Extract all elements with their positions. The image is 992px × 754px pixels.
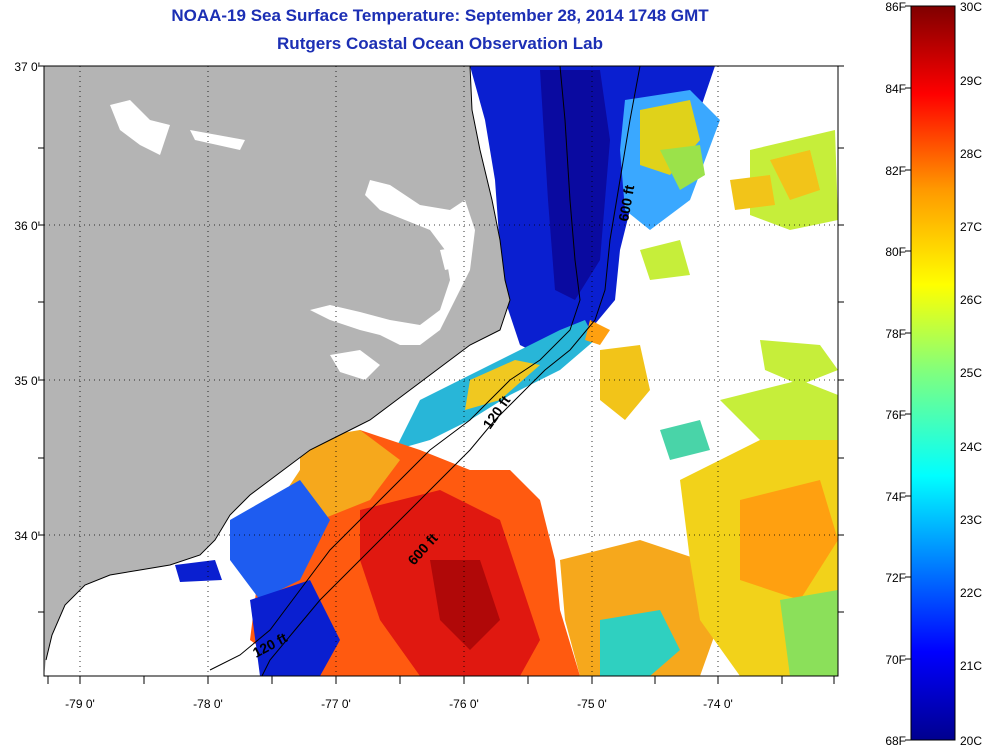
colorbar-f-label: 68F [885, 734, 906, 748]
colorbar-c-label: 25C [960, 366, 982, 380]
colorbar-f-label: 72F [885, 571, 906, 585]
lat-tick-label: 34 0' [14, 529, 40, 543]
plot-frame [43, 65, 839, 677]
colorbar-f-label: 84F [885, 82, 906, 96]
map-title: NOAA-19 Sea Surface Temperature: Septemb… [171, 6, 709, 25]
colorbar-fahrenheit-labels: 86F 84F 82F 80F 78F 76F 74F 72F 70F 68F [885, 0, 906, 748]
colorbar-f-label: 74F [885, 490, 906, 504]
longitude-axis: -79 0' -78 0' -77 0' -76 0' -75 0' -74 0… [47, 676, 835, 711]
colorbar-c-label: 28C [960, 147, 982, 161]
colorbar-f-label: 80F [885, 245, 906, 259]
colorbar: 86F 84F 82F 80F 78F 76F 74F 72F 70F 68F … [885, 0, 982, 748]
map-subtitle: Rutgers Coastal Ocean Observation Lab [277, 34, 603, 53]
colorbar-c-label: 27C [960, 220, 982, 234]
colorbar-c-label: 30C [960, 0, 982, 14]
contour-label-600ft-north: 600 ft [615, 183, 637, 222]
bathymetry-contours [209, 66, 641, 676]
colorbar-c-label: 26C [960, 293, 982, 307]
colorbar-f-label: 78F [885, 327, 906, 341]
colorbar-celsius-labels: 30C 29C 28C 27C 26C 25C 24C 23C 22C 21C … [960, 0, 982, 748]
colorbar-gradient [910, 5, 956, 741]
colorbar-f-label: 86F [885, 0, 906, 14]
land-mass [44, 66, 510, 676]
colorbar-f-label: 82F [885, 164, 906, 178]
lat-tick-label: 35 0' [14, 374, 40, 388]
coastline [45, 66, 511, 661]
lon-tick-label: -75 0' [577, 697, 607, 711]
colorbar-c-label: 20C [960, 734, 982, 748]
colorbar-f-label: 76F [885, 408, 906, 422]
latitude-axis: 37 0' 36 0' 35 0' 34 0' [14, 60, 844, 613]
colorbar-c-label: 22C [960, 586, 982, 600]
sst-data-layer [175, 66, 838, 676]
lon-tick-label: -77 0' [321, 697, 351, 711]
inland-water [110, 100, 475, 380]
colorbar-c-label: 24C [960, 440, 982, 454]
lon-tick-label: -79 0' [65, 697, 95, 711]
colorbar-c-label: 23C [960, 513, 982, 527]
colorbar-c-label: 29C [960, 74, 982, 88]
colorbar-c-label: 21C [960, 659, 982, 673]
colorbar-f-label: 70F [885, 653, 906, 667]
lon-tick-label: -78 0' [193, 697, 223, 711]
lon-tick-label: -74 0' [703, 697, 733, 711]
lon-tick-label: -76 0' [449, 697, 479, 711]
lat-tick-label: 37 0' [14, 60, 40, 74]
lat-tick-label: 36 0' [14, 219, 40, 233]
grid-lines [44, 66, 838, 676]
